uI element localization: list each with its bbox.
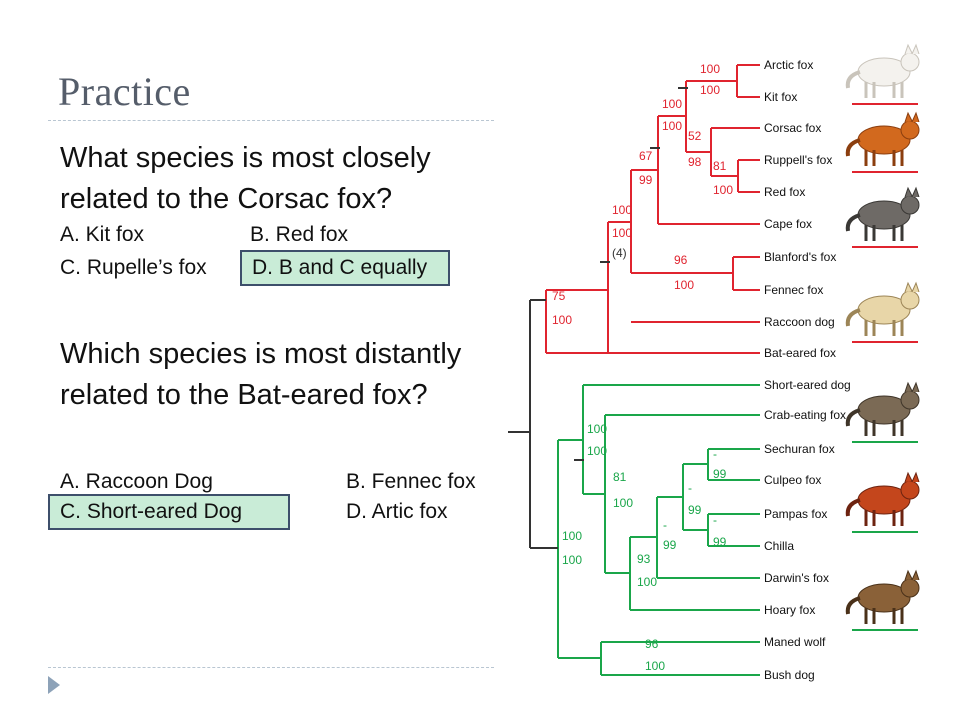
bush-dog-illustration [845, 569, 920, 631]
question-1-option-b: B. Red fox [250, 223, 349, 246]
species-label: Red fox [764, 185, 805, 199]
node-support-bottom: 99 [713, 467, 727, 481]
species-label: Short-eared dog [764, 378, 851, 392]
species-label: Corsac fox [764, 121, 821, 135]
species-label: Darwin's fox [764, 571, 829, 585]
phylogenetic-tree: 100 100 52 98 81 100 100 100 67 99 100 100 (4) 96 100 7… [508, 43, 920, 682]
node-support-bottom: 100 [713, 183, 733, 197]
species-label: Crab-eating fox [764, 408, 846, 422]
question-2-answer-highlight [48, 494, 290, 530]
species-label: Raccoon dog [764, 315, 835, 329]
node-support-bottom: 100 [613, 496, 633, 510]
node-support-bottom: 100 [637, 575, 657, 589]
node-support-bottom: 100 [645, 659, 665, 673]
node-support-top: - [663, 518, 667, 532]
node-support-top: 96 [645, 637, 659, 651]
question-1-option-a: A. Kit fox [60, 223, 145, 246]
species-label: Sechuran fox [764, 442, 835, 456]
node-support-bottom: 100 [662, 119, 682, 133]
node-support-bottom: 98 [688, 155, 702, 169]
node-support-top: 100 [700, 62, 720, 76]
title-divider [48, 120, 494, 121]
question-2-text: Which species is most distantly related … [60, 338, 462, 411]
node-support-top: 81 [613, 470, 627, 484]
crab-eating-fox-illustration [845, 381, 920, 443]
node-support-top: 100 [662, 97, 682, 111]
species-label: Fennec fox [764, 283, 823, 297]
node-support-bottom: 100 [674, 278, 694, 292]
species-label: Bush dog [764, 668, 815, 682]
raccoon-dog-illustration [845, 186, 920, 248]
arctic-fox-illustration [845, 43, 920, 105]
species-label: Blanford's fox [764, 250, 836, 264]
red-fox-illustration [845, 111, 920, 173]
question-1-answer-highlight [240, 250, 450, 286]
node-support-top: 100 [612, 203, 632, 217]
node-support-top: 81 [713, 159, 727, 173]
question-1-text: What species is most closely related to … [60, 142, 431, 215]
node-support-top: - [688, 481, 692, 495]
node-support-top: - [713, 447, 717, 461]
species-label: Bat-eared fox [764, 346, 836, 360]
question-2-option-a: A. Raccoon Dog [60, 470, 213, 493]
node-support-top: - [713, 513, 717, 527]
node-support-top: 52 [688, 129, 702, 143]
node-support-top: 96 [674, 253, 688, 267]
node-support-bottom: 100 [562, 553, 582, 567]
node-support-extra: (4) [612, 246, 627, 260]
node-support-top: 100 [587, 422, 607, 436]
node-support-top: 67 [639, 149, 653, 163]
node-support-bottom: 99 [713, 535, 727, 549]
node-support-bottom: 100 [552, 313, 572, 327]
species-label: Ruppell's fox [764, 153, 832, 167]
node-support-bottom: 100 [700, 83, 720, 97]
species-label: Chilla [764, 539, 794, 553]
slide-bullet-icon [48, 676, 60, 694]
species-label: Culpeo fox [764, 473, 821, 487]
question-1-option-c: C. Rupelle’s fox [60, 256, 207, 279]
question-2-option-c: C. Short-eared Dog [60, 500, 243, 523]
question-2-option-b: B. Fennec fox [346, 470, 476, 493]
species-label: Kit fox [764, 90, 797, 104]
node-support-top: 93 [637, 552, 651, 566]
node-support-bottom: 99 [639, 173, 653, 187]
bat-eared-fox-illustration [845, 281, 920, 343]
question-1-option-d: D. B and C equally [252, 256, 428, 279]
node-support-top: 100 [562, 529, 582, 543]
species-label: Hoary fox [764, 603, 815, 617]
footer-divider [48, 667, 494, 668]
node-support-top: 75 [552, 289, 566, 303]
node-support-bottom: 100 [587, 444, 607, 458]
node-support-bottom: 99 [663, 538, 677, 552]
species-label: Cape fox [764, 217, 812, 231]
node-support-bottom: 99 [688, 503, 702, 517]
species-label: Pampas fox [764, 507, 827, 521]
node-support-bottom: 100 [612, 226, 632, 240]
question-2-option-d: D. Artic fox [346, 500, 448, 523]
species-label: Maned wolf [764, 635, 826, 649]
species-label: Arctic fox [764, 58, 813, 72]
slide-title: Practice [58, 69, 191, 114]
maned-wolf-illustration [845, 471, 920, 533]
